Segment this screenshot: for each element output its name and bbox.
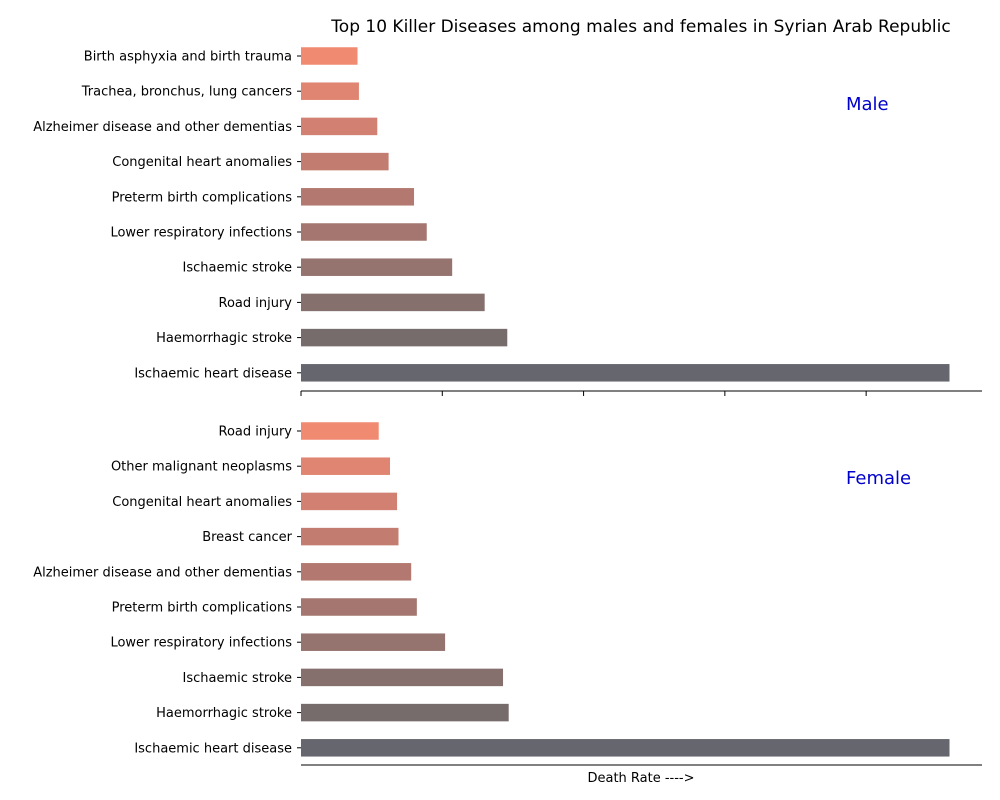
chart-title: Top 10 Killer Diseases among males and f… [330, 17, 950, 37]
y-tick-label: Preterm birth complications [112, 190, 293, 205]
panel-male: Birth asphyxia and birth trauma Trachea, … [33, 47, 982, 396]
y-tick-label: Ischaemic heart disease [134, 741, 292, 756]
bar [301, 703, 509, 722]
bar [301, 457, 391, 475]
y-tick-label: Haemorrhagic stroke [156, 706, 292, 721]
bar [301, 188, 415, 206]
y-tick-label: Preterm birth complications [112, 601, 293, 616]
bar [301, 293, 485, 312]
y-tick-label: Other malignant neoplasms [111, 460, 292, 475]
panel-female: Road injury Other malignant neoplasms Cong… [33, 422, 982, 766]
y-tick-label: Road injury [219, 425, 293, 440]
y-tick-label: Road injury [219, 296, 293, 311]
y-tick-label: Congenital heart anomalies [112, 155, 292, 170]
bar [301, 47, 358, 65]
panel-label: Male [846, 94, 889, 115]
bar [301, 152, 389, 171]
bar [301, 117, 378, 136]
y-tick-label: Breast cancer [202, 530, 292, 545]
bar [301, 328, 508, 347]
y-tick-label: Alzheimer disease and other dementias [33, 120, 292, 135]
bar [301, 739, 950, 757]
bar [301, 422, 379, 440]
y-tick-label: Congenital heart anomalies [112, 495, 292, 510]
y-tick-label: Birth asphyxia and birth trauma [84, 50, 292, 65]
bar [301, 223, 427, 241]
y-tick-label: Ischaemic stroke [183, 671, 292, 686]
x-axis-label: Death Rate ----> [587, 771, 694, 786]
bar [301, 668, 504, 687]
y-tick-label: Lower respiratory infections [110, 636, 292, 651]
y-tick-label: Trachea, bronchus, lung cancers [81, 85, 292, 100]
y-tick-label: Ischaemic heart disease [134, 366, 292, 381]
bar [301, 258, 453, 276]
y-tick-label: Alzheimer disease and other dementias [33, 565, 292, 580]
panel-label: Female [846, 468, 911, 489]
panels: Birth asphyxia and birth trauma Trachea, … [33, 47, 982, 766]
bar [301, 364, 950, 382]
bar [301, 527, 399, 546]
bar [301, 633, 446, 651]
bar [301, 598, 417, 616]
bar [301, 82, 359, 100]
bar [301, 563, 412, 581]
bar [301, 492, 398, 511]
y-tick-label: Lower respiratory infections [110, 226, 292, 241]
y-tick-label: Haemorrhagic stroke [156, 331, 292, 346]
y-tick-label: Ischaemic stroke [183, 261, 292, 276]
